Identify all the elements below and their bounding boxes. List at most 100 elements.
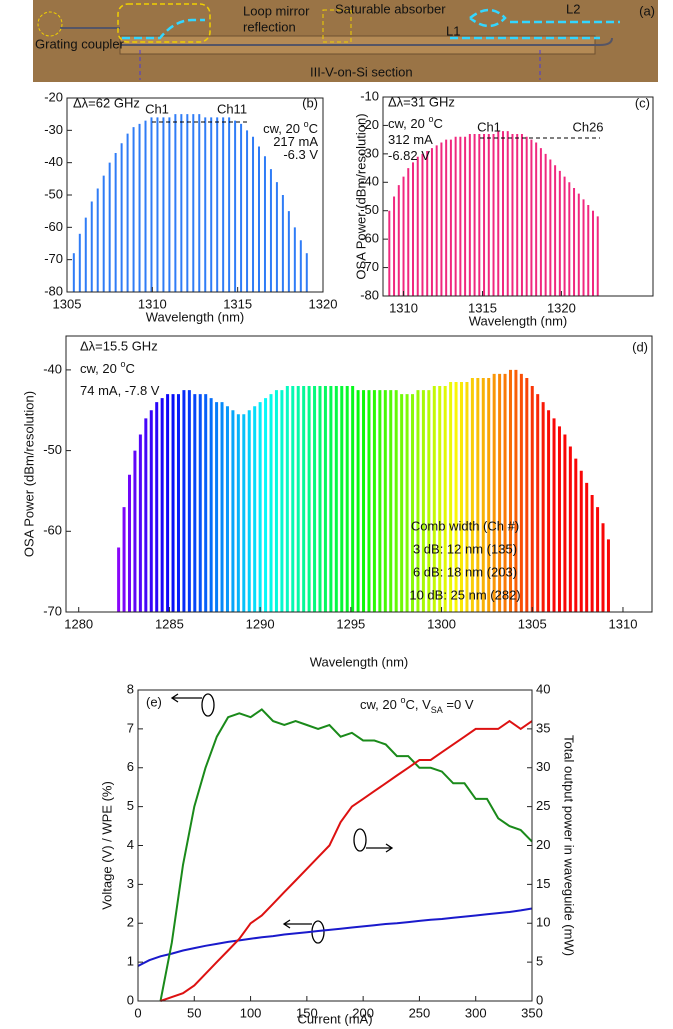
condition-note-part: cw, 20 [80,361,120,376]
condition-note-part: 217 mA [273,134,318,149]
photo-label: L2 [566,1,580,16]
condition-note: cw, 20 oC [388,114,443,131]
condition-note: cw, 20 oC, VSA =0 V [360,695,474,715]
plot [72,114,308,292]
y-tick-label: -20 [360,117,379,132]
y-tick-label: -10 [360,88,379,103]
x-tick-label: 0 [134,1005,141,1020]
y-tick-label: -70 [43,603,62,618]
condition-note: cw, 20 oC [80,359,135,376]
y2-tick-label: 40 [536,681,550,696]
condition-note: 74 mA, -7.8 V [80,383,160,398]
x-axis-label: Wavelength (nm) [146,309,245,324]
y2-tick-label: 20 [536,837,550,852]
photo-label: Loop mirror [243,3,310,18]
y2-axis-label: Total output power in waveguide (mW) [562,735,577,956]
y2-tick-label: 35 [536,720,550,735]
plot-frame [65,335,653,613]
x-tick-label: 1315 [223,296,252,311]
sa-mark [322,9,352,43]
condition-note-part: C [309,121,318,136]
x-tick-label: 1320 [547,300,576,315]
y-tick-label: -70 [44,251,63,266]
condition-note-part: C [433,116,442,131]
y2-tick-label: 0 [536,992,543,1007]
series-line [159,708,533,1002]
y-tick-label: 5 [127,798,134,813]
y-tick-label: -60 [43,523,62,538]
photo-label: III-V-on-Si section [310,64,413,79]
axis-markers [170,693,394,944]
y2-tick-label: 15 [536,876,550,891]
light-path [122,8,620,40]
condition-note-part: o [120,359,125,369]
y-tick-label: -60 [360,231,379,246]
photo-label: reflection [243,19,296,34]
condition-note: cw, 20 oC [263,119,318,136]
x-tick-label: 100 [240,1005,262,1020]
mirror-mark [117,3,211,43]
y2-tick-label: 5 [536,954,543,969]
x-tick-label: 200 [352,1005,374,1020]
x-axis-label: Wavelength (nm) [310,654,409,669]
condition-note-part: o [304,119,309,129]
channel-label: Ch1 [145,101,169,116]
y2-tick-label: 30 [536,759,550,774]
condition-note-part: cw, 20 [360,697,400,712]
x-tick-label: 50 [187,1005,201,1020]
y2-tick-label: 10 [536,915,550,930]
condition-note-part: =0 V [443,697,474,712]
x-tick-label: 1310 [138,296,167,311]
condition-note: 312 mA [388,132,433,147]
plot [388,131,599,296]
plot-frame [382,96,654,297]
x-tick-label: 1305 [518,616,547,631]
condition-note-part: SA [431,705,443,715]
y-tick-label: 8 [127,681,134,696]
comb-width-note: 10 dB: 25 nm (282) [409,587,520,602]
y-tick-label: -80 [360,287,379,302]
y-tick-label: 3 [127,876,134,891]
x-tick-label: 1315 [468,300,497,315]
x-tick-label: 350 [521,1005,543,1020]
x-tick-label: 1305 [53,296,82,311]
y-tick-label: -40 [360,174,379,189]
x-tick-label: 1310 [389,300,418,315]
y2-tick-label: 25 [536,798,550,813]
x-tick-label: 1290 [246,616,275,631]
x-tick-label: 1285 [155,616,184,631]
waveguide [60,27,613,46]
condition-note-part: 74 mA, -7.8 V [80,383,160,398]
y-tick-label: 1 [127,954,134,969]
spacing-label: Δλ=31 GHz [388,94,455,109]
condition-note-part: -6.82 V [388,148,430,163]
spacing-label: Δλ=62 GHz [73,95,140,110]
plot [117,369,610,612]
panel-label: (e) [146,694,162,709]
y-axis-label: OSA Power (dBm/resolution) [21,391,36,557]
coupler-mark [37,11,63,37]
x-tick-label: 1280 [64,616,93,631]
channel-label: Ch26 [572,119,603,134]
y-tick-label: -50 [360,202,379,217]
series-line [160,719,533,1002]
x-tick-label: 250 [409,1005,431,1020]
y-axis-label: Voltage (V) / WPE (%) [99,781,114,910]
spacing-label: Δλ=15.5 GHz [80,338,158,353]
panel-label: (b) [302,95,318,110]
condition-note-part: o [428,114,433,124]
y-tick-label: -60 [44,219,63,234]
x-tick-label: 300 [465,1005,487,1020]
y-tick-label: 6 [127,759,134,774]
plot-frame [137,689,533,1002]
panel-label: (d) [632,339,648,354]
comb-width-note: 3 dB: 12 nm (135) [413,541,517,556]
y-tick-label: -20 [44,89,63,104]
x-tick-label: 1300 [427,616,456,631]
y-tick-label: -40 [43,361,62,376]
comb-width-note: 6 dB: 18 nm (203) [413,564,517,579]
y-tick-label: -30 [44,122,63,137]
y-tick-label: -50 [43,442,62,457]
